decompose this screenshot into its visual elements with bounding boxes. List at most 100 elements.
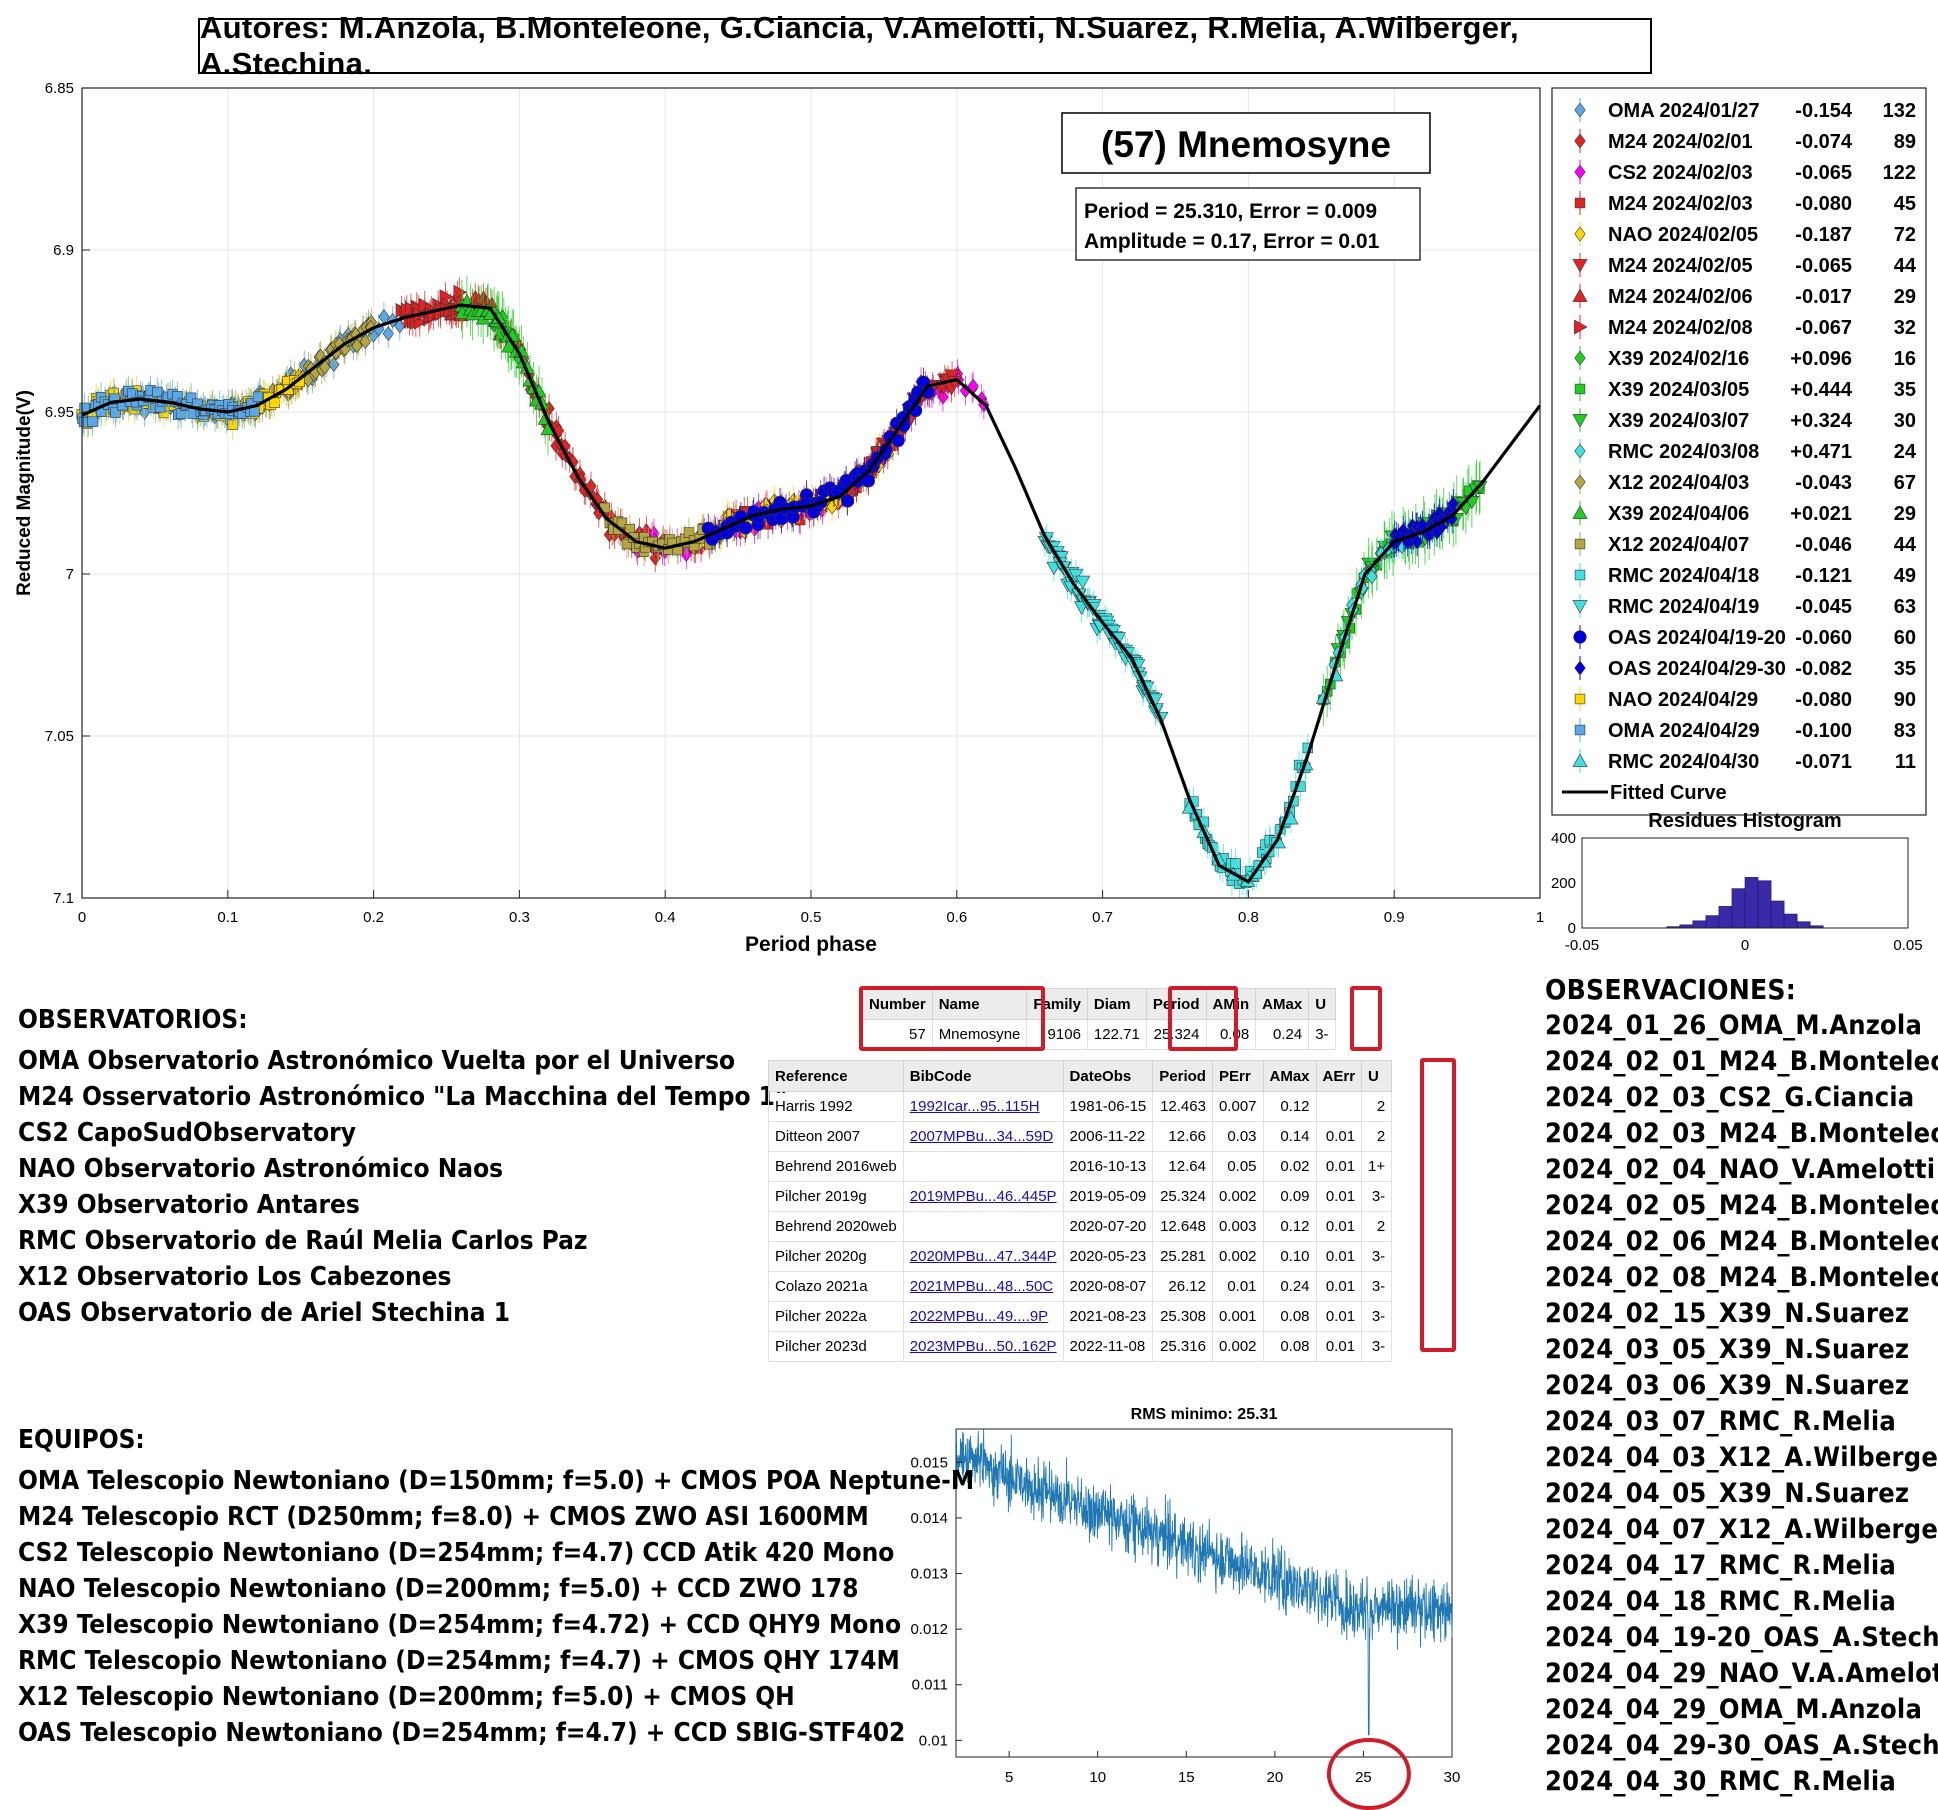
histogram-title: Residues Histogram — [1648, 810, 1841, 832]
legend-entry: M24 2024/02/03 -0.080 45 — [1574, 191, 1916, 215]
data-point — [616, 517, 628, 529]
legend-label: M24 2024/02/08 — [1608, 317, 1753, 339]
legend-entry: NAO 2024/04/29 -0.080 90 — [1574, 687, 1916, 711]
table-cell: 0.02 — [1262, 1151, 1317, 1182]
data-point — [1230, 858, 1241, 869]
table-cell: 0.01 — [1315, 1301, 1363, 1332]
legend-count: 60 — [1894, 627, 1916, 649]
table-row: Pilcher 2019g 2019MPBu...46..445P 2019-05-… — [768, 1181, 1393, 1212]
table-cell[interactable]: 2007MPBu...34...59D — [902, 1121, 1064, 1152]
table-cell[interactable]: 1992Icar...95..115H — [902, 1091, 1064, 1122]
y-tick-label: 6.95 — [45, 404, 74, 421]
histogram-x-tick: 0.05 — [1893, 937, 1922, 954]
table-cell[interactable]: 2023MPBu...50..162P — [902, 1331, 1064, 1362]
observation-item: 2024_02_05_M24_B.Monteleone — [1545, 1190, 1938, 1221]
table-header: Diam — [1086, 988, 1147, 1020]
data-point — [394, 318, 406, 334]
bibcode-link[interactable]: 2007MPBu...34...59D — [909, 1128, 1054, 1145]
legend-offset: -0.071 — [1795, 751, 1852, 773]
legend-marker — [1572, 414, 1588, 428]
table-row: Colazo 2021a 2021MPBu...48...50C 2020-08-0… — [768, 1271, 1393, 1302]
legend-marker — [1572, 259, 1588, 273]
observation-item: 2024_02_04_NAO_V.Amelotti — [1545, 1154, 1936, 1185]
bibcode-link[interactable]: 2021MPBu...48...50C — [909, 1278, 1054, 1295]
table-cell: 0.002 — [1211, 1181, 1264, 1212]
legend-marker — [1574, 226, 1586, 242]
rms-x-tick: 20 — [1267, 1769, 1284, 1786]
table-cell: 0.01 — [1315, 1151, 1363, 1182]
table-row: Pilcher 2023d 2023MPBu...50..162P 2022-11-… — [768, 1331, 1393, 1362]
legend-offset: -0.154 — [1795, 100, 1853, 122]
legend-count: 63 — [1894, 596, 1916, 618]
x-tick-label: 0.3 — [509, 909, 530, 926]
table-cell: Pilcher 2023d — [768, 1331, 904, 1362]
table-cell: 0.01 — [1315, 1271, 1363, 1302]
observation-item: 2024_04_07_X12_A.Wilberger — [1545, 1514, 1938, 1545]
data-point — [110, 407, 121, 418]
rms-x-tick: 25 — [1355, 1769, 1372, 1786]
legend-label: CS2 2024/02/03 — [1608, 162, 1753, 184]
equipment-item: OAS Telescopio Newtoniano (D=254mm; f=4.… — [18, 1718, 906, 1748]
observation-item: 2024_04_29-30_OAS_A.Stechina — [1545, 1730, 1938, 1761]
legend-label: X12 2024/04/07 — [1608, 534, 1749, 556]
legend-entry: RMC 2024/04/18 -0.121 49 — [1574, 563, 1916, 587]
table-cell: 0.01 — [1315, 1241, 1363, 1272]
table-row: Behrend 2020web 2020-07-20 12.648 0.003 0.12… — [768, 1211, 1393, 1242]
table-cell: 122.71 — [1086, 1019, 1147, 1050]
table-cell: 2022-11-08 — [1062, 1331, 1154, 1362]
table-cell: 0.12 — [1262, 1091, 1317, 1122]
table-cell: 0.14 — [1262, 1121, 1317, 1152]
equipment-item: NAO Telescopio Newtoniano (D=200mm; f=5.… — [18, 1574, 859, 1604]
bibcode-link[interactable]: 1992Icar...95..115H — [909, 1098, 1040, 1115]
observatories-title: OBSERVATORIOS: — [18, 1005, 248, 1035]
legend-entry: M24 2024/02/01 -0.074 89 — [1574, 129, 1916, 153]
table-cell: 2 — [1361, 1211, 1393, 1242]
rms-y-tick: 0.011 — [912, 1677, 948, 1694]
table-header: PErr — [1211, 1060, 1264, 1092]
table-cell: 0.01 — [1315, 1211, 1363, 1242]
table-cell: 26.12 — [1152, 1271, 1213, 1302]
fit-annotation-box — [1075, 187, 1421, 261]
legend-marker — [1574, 538, 1586, 550]
legend-label: OMA 2024/01/27 — [1608, 100, 1760, 122]
table-cell: 2021-08-23 — [1062, 1301, 1154, 1332]
y-tick-label: 7 — [66, 566, 74, 583]
table-header: U — [1308, 988, 1336, 1020]
legend-offset: -0.187 — [1795, 224, 1852, 246]
bibcode-link[interactable]: 2020MPBu...47..344P — [909, 1248, 1057, 1265]
table-cell[interactable]: 2022MPBu...49....9P — [902, 1301, 1064, 1332]
table-cell: 0.01 — [1315, 1181, 1363, 1212]
bibcode-link[interactable]: 2023MPBu...50..162P — [909, 1338, 1057, 1355]
legend-entry: X39 2024/03/07 +0.324 30 — [1572, 408, 1916, 432]
table-cell: 0.002 — [1211, 1241, 1264, 1272]
table-cell: 12.648 — [1152, 1211, 1213, 1242]
table-cell: 2020-08-07 — [1062, 1271, 1154, 1302]
x-axis-label: Period phase — [745, 933, 877, 956]
table-header: Family — [1026, 988, 1088, 1020]
x-tick-label: 1 — [1536, 909, 1544, 926]
rms-line — [955, 1428, 1453, 1736]
data-point — [1075, 575, 1091, 590]
histogram-bar — [1744, 877, 1759, 929]
legend-offset: -0.065 — [1795, 162, 1852, 184]
table-cell: Ditteon 2007 — [768, 1121, 904, 1152]
legend-entry: X12 2024/04/07 -0.046 44 — [1574, 532, 1917, 556]
legend-count: 45 — [1894, 193, 1916, 215]
equipment-item: CS2 Telescopio Newtoniano (D=254mm; f=4.… — [18, 1538, 895, 1568]
table-cell: 25.281 — [1152, 1241, 1213, 1272]
bibcode-link[interactable]: 2019MPBu...46..445P — [909, 1188, 1057, 1205]
table-header: AMax — [1262, 1060, 1317, 1092]
legend-marker — [1572, 288, 1588, 302]
table-cell[interactable]: 2019MPBu...46..445P — [902, 1181, 1064, 1212]
observation-item: 2024_04_29_OMA_M.Anzola — [1545, 1694, 1923, 1725]
bibcode-link[interactable]: 2022MPBu...49....9P — [909, 1308, 1049, 1325]
table-cell[interactable]: 2020MPBu...47..344P — [902, 1241, 1064, 1272]
observations-list: 2024_01_26_OMA_M.Anzola 2024_02_01_M24_B.… — [1545, 1008, 1938, 1800]
observation-item: 2024_04_30_RMC_R.Melia — [1545, 1766, 1897, 1797]
table-header: Name — [931, 988, 1028, 1020]
legend-entry: RMC 2024/03/08 +0.471 24 — [1574, 439, 1917, 463]
table-cell[interactable]: 2021MPBu...48...50C — [902, 1271, 1064, 1302]
data-point — [185, 392, 197, 403]
chart-title: (57) Mnemosyne — [1101, 124, 1391, 165]
